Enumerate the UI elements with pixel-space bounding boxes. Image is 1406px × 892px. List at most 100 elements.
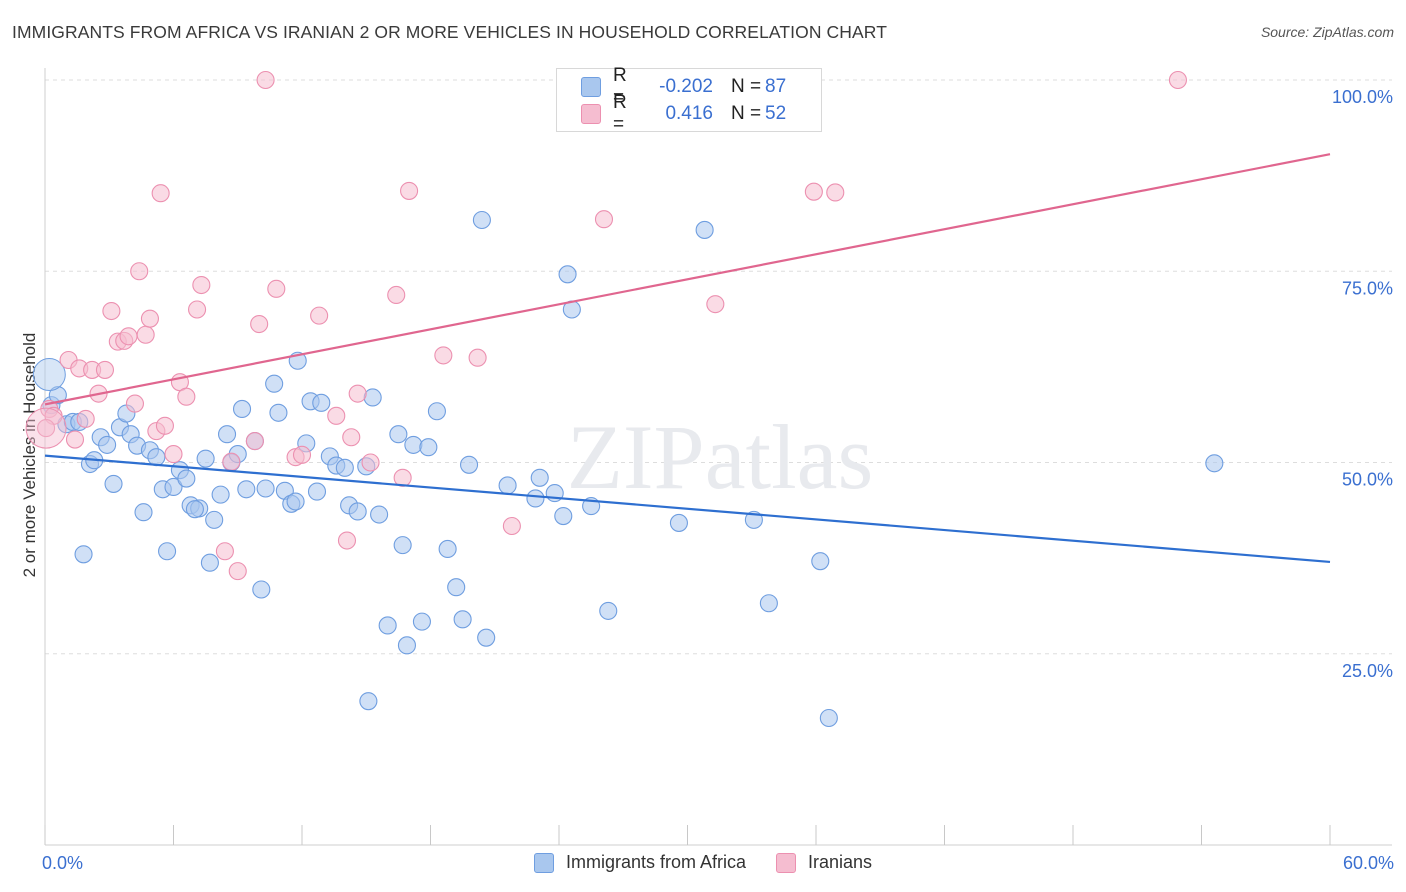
africa-point xyxy=(695,220,714,239)
n-value: 52 xyxy=(765,103,787,124)
iranians-point xyxy=(228,562,247,581)
iranians-point xyxy=(215,542,234,561)
africa-point xyxy=(252,580,271,599)
africa-point xyxy=(438,539,457,558)
legend-row-africa: R = -0.202 N = 87 xyxy=(581,65,787,108)
africa-point xyxy=(185,500,204,519)
r-value: 0.416 xyxy=(665,103,713,124)
iranians-point xyxy=(95,360,115,379)
africa-point xyxy=(447,578,466,597)
africa-point xyxy=(397,636,416,655)
legend-item-iranians[interactable]: Iranians xyxy=(776,852,872,873)
africa-point xyxy=(312,393,331,412)
africa-point xyxy=(453,610,472,629)
legend-label-africa: Immigrants from Africa xyxy=(565,852,746,872)
africa-point xyxy=(237,480,256,499)
y-tick-label: 25.0% xyxy=(1342,661,1393,681)
n-value: 87 xyxy=(765,76,787,97)
chart-title: IMMIGRANTS FROM AFRICA VS IRANIAN 2 OR M… xyxy=(12,22,887,42)
y-tick-label: 75.0% xyxy=(1342,278,1393,298)
africa-point xyxy=(32,358,66,392)
r-label: R = xyxy=(613,92,627,135)
africa-point xyxy=(472,210,491,230)
africa-point xyxy=(393,536,412,555)
iranians-point xyxy=(804,182,823,201)
africa-point xyxy=(759,594,778,613)
legend-swatch-iranians xyxy=(581,104,601,124)
iranians-point xyxy=(222,452,241,471)
africa-point xyxy=(335,458,354,477)
africa-point xyxy=(363,388,382,407)
iranians-point xyxy=(192,275,211,295)
iranians-point xyxy=(348,384,367,403)
y-tick-labels: 25.0% 50.0% 75.0% 100.0% xyxy=(1332,87,1393,681)
africa-point xyxy=(530,468,549,487)
iranians-point xyxy=(327,406,346,425)
africa-point xyxy=(348,502,367,521)
n-label: N = xyxy=(731,103,762,124)
africa-point xyxy=(98,435,117,454)
africa-point xyxy=(412,612,431,631)
africa-point xyxy=(558,265,577,284)
legend-swatch-iranians xyxy=(776,852,796,873)
iranians-point xyxy=(102,301,121,321)
africa-point xyxy=(177,469,196,488)
africa-trend-line xyxy=(44,454,1331,564)
iranians-point xyxy=(267,279,286,298)
iranians-point xyxy=(125,394,144,413)
stats-legend: R = -0.202 N = 87 R = 0.416 N = 52 xyxy=(556,65,822,135)
legend-row-iranians: R = 0.416 N = 52 xyxy=(581,92,787,135)
iranians-point xyxy=(342,428,361,447)
iranians-point xyxy=(130,262,149,281)
iranians-point xyxy=(292,445,312,464)
iranians-point xyxy=(164,445,183,464)
legend-swatch-africa xyxy=(533,852,554,873)
source-label: Source: ZipAtlas.com xyxy=(1260,24,1394,40)
iranians-point xyxy=(594,210,614,229)
africa-point xyxy=(164,477,183,497)
africa-point xyxy=(370,505,389,524)
iranians-point xyxy=(400,181,419,200)
iranians-point xyxy=(434,346,453,365)
africa-point xyxy=(205,510,224,529)
africa-point xyxy=(811,552,830,571)
x-tick-max: 60.0% xyxy=(1342,853,1394,873)
africa-point xyxy=(526,489,545,508)
r-value: -0.202 xyxy=(659,76,713,97)
iranians-point xyxy=(468,348,487,367)
legend-item-africa[interactable]: Immigrants from Africa xyxy=(533,852,746,873)
africa-point xyxy=(554,506,573,526)
iranians-point xyxy=(188,300,207,319)
africa-point xyxy=(232,399,252,419)
africa-point xyxy=(74,545,93,564)
iranians-point xyxy=(155,416,174,435)
africa-point xyxy=(158,542,177,561)
iranians-point xyxy=(25,407,67,449)
africa-point xyxy=(498,476,517,495)
series-iranians-points xyxy=(25,70,1187,581)
africa-point xyxy=(669,513,688,532)
iranians-point xyxy=(65,430,85,449)
africa-point xyxy=(477,628,496,647)
iranians-point xyxy=(387,285,406,305)
africa-point xyxy=(389,425,408,444)
legend-swatch-africa xyxy=(581,77,601,97)
x-tick-min: 0.0% xyxy=(42,853,84,873)
iranians-point xyxy=(706,295,725,314)
africa-point xyxy=(269,403,288,422)
africa-point xyxy=(48,386,67,405)
iranians-point xyxy=(361,453,380,472)
africa-point xyxy=(404,435,423,454)
africa-point xyxy=(217,425,237,444)
africa-point xyxy=(359,692,378,711)
n-label: N = xyxy=(731,76,762,97)
africa-point xyxy=(378,616,397,635)
iranians-trend-line xyxy=(44,153,1331,406)
africa-point xyxy=(147,448,166,467)
legend-label-iranians: Iranians xyxy=(808,852,873,872)
grid-lines xyxy=(45,79,1392,655)
r-label: R = xyxy=(613,65,627,108)
africa-point xyxy=(307,482,327,501)
iranians-point xyxy=(256,70,275,90)
